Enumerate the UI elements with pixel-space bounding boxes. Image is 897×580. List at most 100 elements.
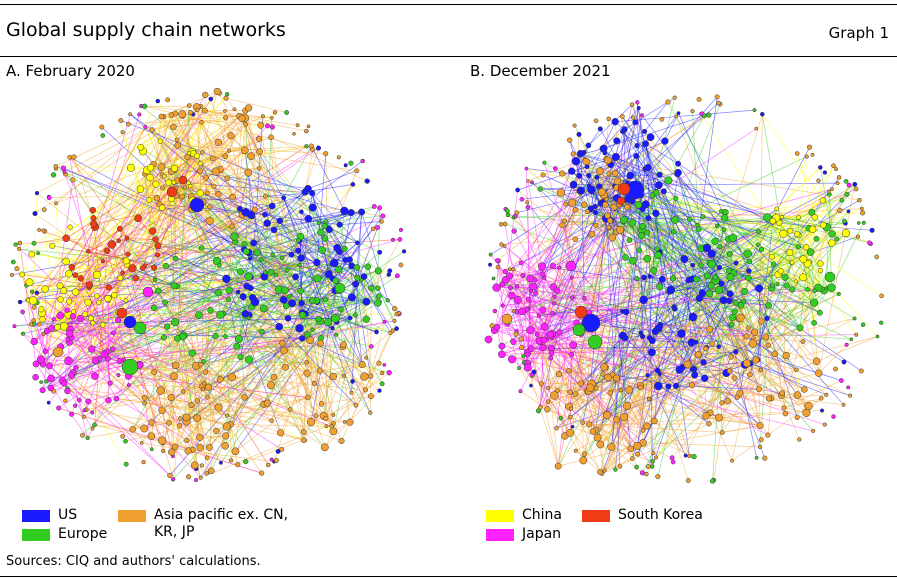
- network-node: [828, 230, 836, 238]
- network-node: [817, 267, 824, 274]
- network-node: [382, 363, 387, 367]
- network-node: [107, 240, 117, 249]
- network-node: [99, 124, 105, 130]
- network-node: [116, 225, 123, 232]
- network-node: [188, 402, 195, 409]
- network-node: [38, 306, 45, 313]
- network-node: [116, 358, 123, 365]
- network-node: [215, 191, 222, 198]
- network-node: [114, 316, 122, 324]
- network-node: [350, 379, 355, 384]
- network-node: [732, 299, 739, 307]
- network-node: [353, 402, 359, 408]
- network-node: [377, 388, 382, 393]
- network-node: [750, 328, 759, 336]
- network-node: [227, 372, 237, 382]
- network-node: [41, 285, 49, 293]
- network-node: [123, 438, 128, 444]
- network-node: [857, 197, 862, 203]
- network-node: [150, 304, 158, 312]
- legend-japan: Japan: [486, 526, 561, 543]
- network-node: [310, 327, 315, 332]
- network-node: [123, 315, 137, 329]
- network-node: [377, 249, 383, 255]
- network-node: [49, 242, 56, 249]
- network-node: [81, 414, 86, 419]
- network-node: [123, 461, 129, 467]
- network-node: [390, 328, 396, 333]
- network-node: [258, 257, 264, 263]
- network-node: [367, 393, 374, 400]
- network-node: [125, 251, 131, 257]
- network-node: [709, 340, 716, 347]
- network-node: [84, 298, 92, 307]
- network-node: [195, 107, 200, 113]
- network-node: [375, 225, 380, 230]
- network-node: [158, 406, 166, 414]
- network-node: [518, 307, 526, 316]
- network-node: [733, 260, 739, 266]
- network-node: [153, 194, 161, 202]
- network-node: [205, 443, 213, 451]
- network-node: [354, 275, 361, 281]
- network-node: [641, 200, 650, 209]
- network-node: [841, 359, 847, 365]
- network-node: [347, 293, 356, 302]
- network-node: [769, 217, 777, 225]
- network-node: [222, 274, 231, 284]
- network-node: [141, 459, 146, 465]
- network-node: [225, 296, 232, 302]
- network-node: [629, 456, 635, 461]
- network-node: [628, 218, 637, 227]
- network-node: [29, 289, 35, 294]
- network-node: [100, 350, 108, 359]
- network-node: [611, 152, 620, 162]
- network-node: [296, 237, 301, 243]
- network-node: [795, 151, 800, 156]
- network-node: [199, 463, 204, 468]
- network-node: [570, 295, 575, 300]
- network-node: [726, 368, 733, 374]
- network-node: [746, 268, 752, 274]
- network-node: [325, 225, 333, 234]
- network-node: [76, 314, 84, 323]
- network-node: [606, 224, 612, 230]
- network-node: [511, 215, 516, 220]
- network-node: [336, 221, 343, 228]
- legend-label-asia-pacific: Asia pacific ex. CN, KR, JP: [154, 507, 289, 540]
- network-node: [76, 397, 82, 403]
- network-node: [529, 383, 533, 388]
- network-node: [793, 391, 802, 399]
- network-node: [593, 118, 599, 124]
- network-node: [664, 176, 673, 185]
- network-node: [757, 444, 763, 450]
- network-node: [364, 263, 372, 270]
- network-node: [721, 227, 727, 232]
- network-node: [70, 177, 76, 183]
- network-node: [760, 111, 765, 117]
- network-node: [579, 456, 588, 465]
- network-node: [711, 237, 719, 245]
- network-node: [706, 421, 712, 427]
- network-node: [646, 133, 655, 142]
- network-node: [71, 288, 80, 296]
- network-node: [129, 426, 136, 433]
- network-node: [651, 327, 659, 336]
- network-node: [17, 240, 23, 246]
- network-node: [534, 332, 540, 337]
- network-node: [370, 226, 376, 232]
- network-node: [636, 247, 643, 254]
- network-node: [86, 249, 91, 254]
- network-node: [507, 355, 517, 364]
- network-node: [57, 296, 64, 303]
- network-node: [572, 323, 586, 337]
- network-node: [227, 132, 235, 140]
- network-node: [755, 228, 761, 234]
- network-node: [736, 313, 745, 322]
- network-node: [507, 285, 513, 291]
- network-node: [571, 156, 581, 166]
- network-node: [156, 386, 165, 395]
- network-node: [700, 214, 706, 220]
- network-node: [705, 289, 714, 298]
- network-node: [573, 448, 578, 453]
